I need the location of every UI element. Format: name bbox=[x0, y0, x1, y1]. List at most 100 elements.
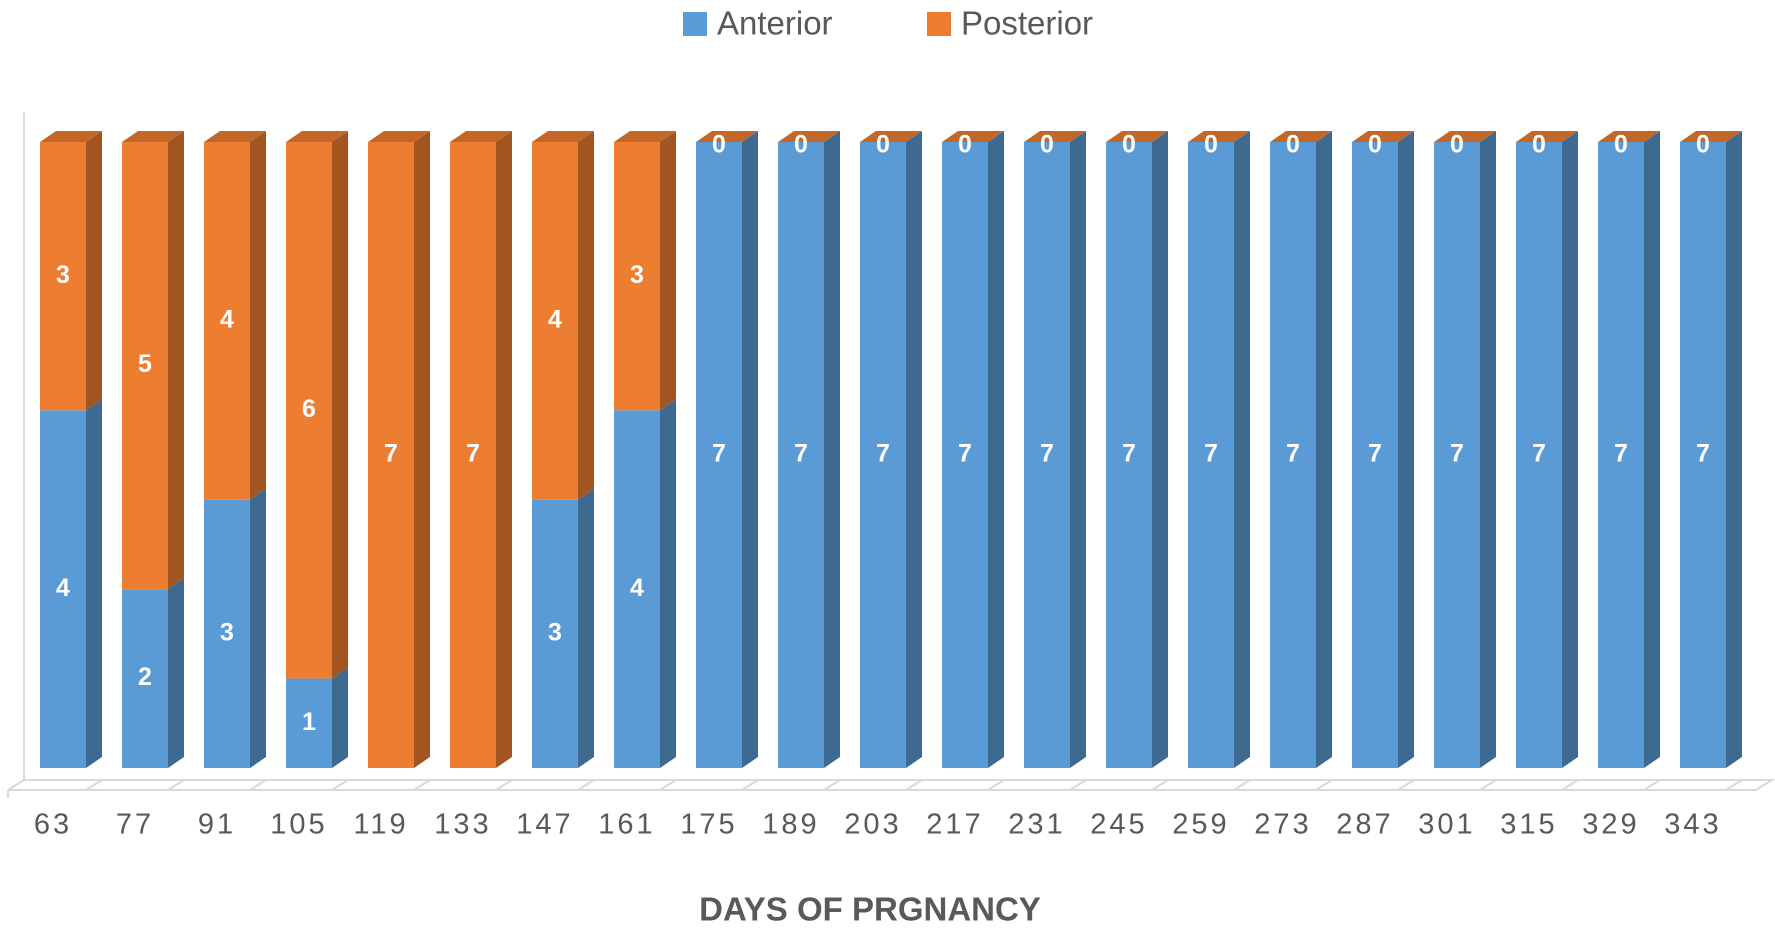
x-axis-title: DAYS OF PRGNANCY bbox=[699, 891, 1041, 928]
bar-side bbox=[1562, 131, 1578, 768]
data-label: 0 bbox=[1532, 131, 1546, 159]
bar-top bbox=[860, 131, 922, 142]
x-tick-label: 287 bbox=[1336, 809, 1393, 841]
bar-top bbox=[1352, 131, 1414, 142]
bar bbox=[696, 142, 742, 768]
x-tick bbox=[85, 779, 103, 791]
data-label: 7 bbox=[876, 440, 890, 468]
x-tick-label: 91 bbox=[198, 809, 236, 841]
x-tick bbox=[659, 779, 677, 791]
bar-side bbox=[86, 131, 102, 411]
x-tick bbox=[331, 779, 349, 791]
bar-top bbox=[204, 131, 266, 142]
x-tick bbox=[1643, 779, 1661, 791]
data-label: 7 bbox=[1614, 440, 1628, 468]
x-tick-label: 217 bbox=[926, 809, 983, 841]
bar-top bbox=[40, 131, 102, 142]
x-tick-label: 161 bbox=[598, 809, 655, 841]
x-tick-label: 63 bbox=[34, 809, 72, 841]
bar bbox=[1598, 142, 1644, 768]
bar-side bbox=[168, 578, 184, 768]
bar bbox=[614, 410, 660, 768]
data-label: 7 bbox=[1450, 440, 1464, 468]
bar-side bbox=[578, 131, 594, 500]
x-tick bbox=[905, 779, 923, 791]
x-tick bbox=[495, 779, 513, 791]
data-label: 0 bbox=[958, 131, 972, 159]
x-tick bbox=[1233, 779, 1251, 791]
data-label: 7 bbox=[794, 440, 808, 468]
data-label: 4 bbox=[220, 305, 234, 333]
x-tick-label: 231 bbox=[1008, 809, 1065, 841]
bar-side bbox=[1234, 131, 1250, 768]
data-label: 1 bbox=[302, 708, 316, 736]
bar-side bbox=[1316, 131, 1332, 768]
bar-top bbox=[614, 131, 676, 142]
floor bbox=[7, 779, 1775, 791]
x-tick-label: 301 bbox=[1418, 809, 1475, 841]
data-label: 3 bbox=[548, 618, 562, 646]
bar bbox=[1680, 142, 1726, 768]
bar-side bbox=[1070, 131, 1086, 768]
bar-side bbox=[578, 488, 594, 768]
bar-side bbox=[906, 131, 922, 768]
data-label: 4 bbox=[548, 305, 562, 333]
x-tick bbox=[1397, 779, 1415, 791]
bar bbox=[1106, 142, 1152, 768]
x-tick bbox=[1069, 779, 1087, 791]
x-tick-label: 203 bbox=[844, 809, 901, 841]
bar-top bbox=[450, 131, 512, 142]
bar-side bbox=[168, 131, 184, 590]
bar bbox=[532, 142, 578, 500]
data-label: 0 bbox=[1614, 131, 1628, 159]
x-tick-label: 329 bbox=[1582, 809, 1639, 841]
data-label: 7 bbox=[384, 440, 398, 468]
data-label: 2 bbox=[138, 663, 152, 691]
data-label: 6 bbox=[302, 395, 316, 423]
bar-top bbox=[122, 131, 184, 142]
bar-side bbox=[1726, 131, 1742, 768]
x-tick bbox=[413, 779, 431, 791]
bar bbox=[532, 499, 578, 768]
bar bbox=[1434, 142, 1480, 768]
bar bbox=[286, 142, 332, 679]
bar bbox=[286, 678, 332, 768]
x-tick bbox=[1151, 779, 1169, 791]
bar bbox=[1188, 142, 1234, 768]
data-label: 0 bbox=[1286, 131, 1300, 159]
bar-top bbox=[1106, 131, 1168, 142]
x-tick-label: 245 bbox=[1090, 809, 1147, 841]
data-label: 0 bbox=[794, 131, 808, 159]
bar bbox=[122, 142, 168, 590]
bar-side bbox=[496, 131, 512, 768]
legend-label: Posterior bbox=[961, 5, 1093, 42]
bar bbox=[1270, 142, 1316, 768]
x-tick bbox=[1315, 779, 1333, 791]
x-tick bbox=[1561, 779, 1579, 791]
data-label: 7 bbox=[1204, 440, 1218, 468]
bar bbox=[614, 142, 660, 411]
data-label: 4 bbox=[56, 574, 70, 602]
x-tick-label: 133 bbox=[434, 809, 491, 841]
bar-side bbox=[742, 131, 758, 768]
bar-side bbox=[1398, 131, 1414, 768]
x-tick-label: 259 bbox=[1172, 809, 1229, 841]
bar-top bbox=[942, 131, 1004, 142]
x-tick bbox=[577, 779, 595, 791]
x-tick bbox=[249, 779, 267, 791]
bar-top bbox=[696, 131, 758, 142]
bar-top bbox=[286, 131, 348, 142]
data-label: 0 bbox=[1040, 131, 1054, 159]
bar-top bbox=[532, 131, 594, 142]
data-label: 7 bbox=[1040, 440, 1054, 468]
legend-swatch bbox=[927, 12, 951, 36]
bar-top bbox=[368, 131, 430, 142]
bar bbox=[40, 410, 86, 768]
bar bbox=[1352, 142, 1398, 768]
bar-top bbox=[1434, 131, 1496, 142]
bar-side bbox=[86, 399, 102, 768]
bar bbox=[778, 142, 824, 768]
legend-label: Anterior bbox=[717, 5, 833, 42]
bar-top bbox=[1516, 131, 1578, 142]
data-label: 0 bbox=[1696, 131, 1710, 159]
